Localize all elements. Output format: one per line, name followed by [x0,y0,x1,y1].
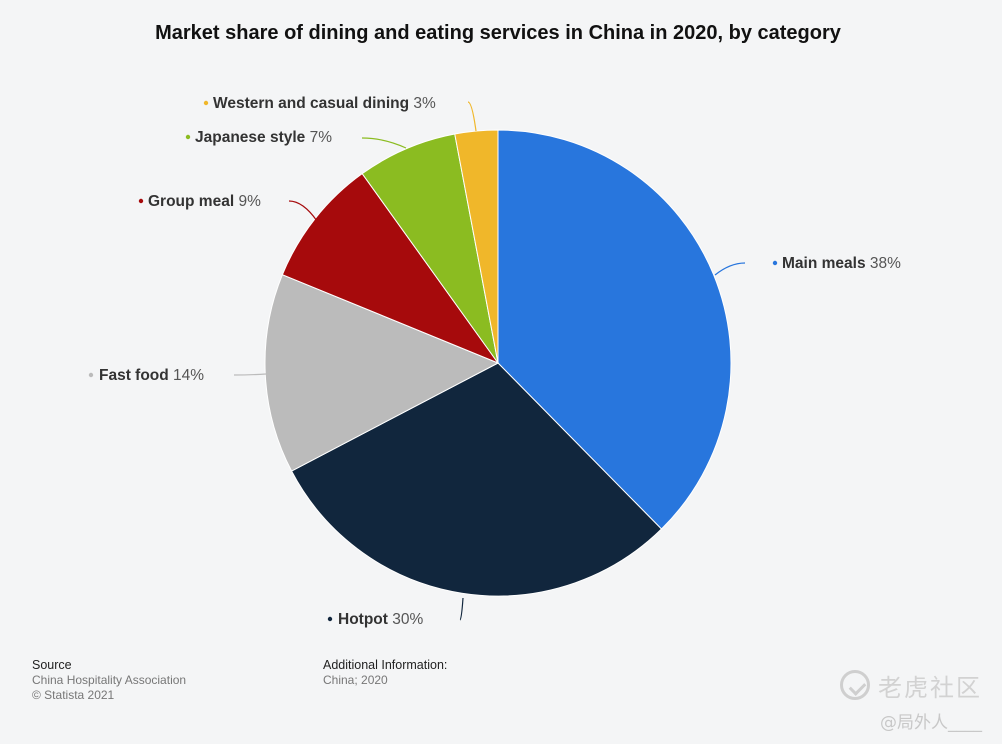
pie-slices [264,129,732,597]
connector-line [288,200,318,222]
connector-line [361,137,407,149]
pie-labels: Main meals 38% Hotpot 30% Fast food 14% Gro… [88,95,901,628]
info-heading: Additional Information: [323,658,448,672]
data-label-name: Group meal [148,193,234,210]
legend-dot [138,198,144,204]
pie-chart: Main meals 38% Hotpot 30% Fast food 14% Gro… [88,95,901,628]
data-label: Fast food 14% [99,367,204,384]
data-label-value: 38% [866,255,902,272]
tiger-logo-icon [840,670,870,700]
source-name[interactable]: China Hospitality Association [32,673,187,687]
info-text: China; 2020 [323,673,388,687]
data-label-name: Hotpot [338,611,388,628]
legend-dot [88,372,94,378]
data-label: Western and casual dining 3% [213,95,436,112]
data-label: Main meals 38% [782,255,901,272]
connector-line [467,101,477,132]
data-label-value: 3% [409,95,436,112]
chart-title: Market share of dining and eating servic… [155,22,841,44]
connector-line [459,597,464,621]
watermark-user: @局外人____ [880,713,982,733]
legend-dot [327,616,333,622]
data-label: Japanese style 7% [195,129,332,146]
source-heading: Source [32,658,72,672]
data-label-name: Main meals [782,255,866,272]
pie-slice-main-meals[interactable] [497,129,732,530]
data-label-name: Fast food [99,367,169,384]
data-label-name: Western and casual dining [213,95,409,112]
data-label-value: 9% [234,193,261,210]
legend-dot [772,260,778,266]
data-label-value: 30% [388,611,424,628]
legend-dot [185,134,191,140]
data-label: Hotpot 30% [338,611,423,628]
footer-source: Source China Hospitality Association © S… [32,658,186,703]
connector-line [233,373,267,376]
watermark-brand: 老虎社区 [878,674,982,702]
data-label-name: Japanese style [195,129,306,146]
pie-slice-western-and-casual-dining[interactable] [454,129,499,364]
data-label-value: 14% [169,367,205,384]
legend-dot [203,100,209,106]
pie-slice-hotpot[interactable] [290,362,663,597]
copyright[interactable]: © Statista 2021 [32,688,115,702]
connector-line [714,262,746,276]
data-label: Group meal 9% [148,193,261,210]
footer-additional-info: Additional Information: China; 2020 [323,658,447,688]
watermark: 老虎社区 @局外人____ [840,668,990,736]
data-label-value: 7% [305,129,332,146]
